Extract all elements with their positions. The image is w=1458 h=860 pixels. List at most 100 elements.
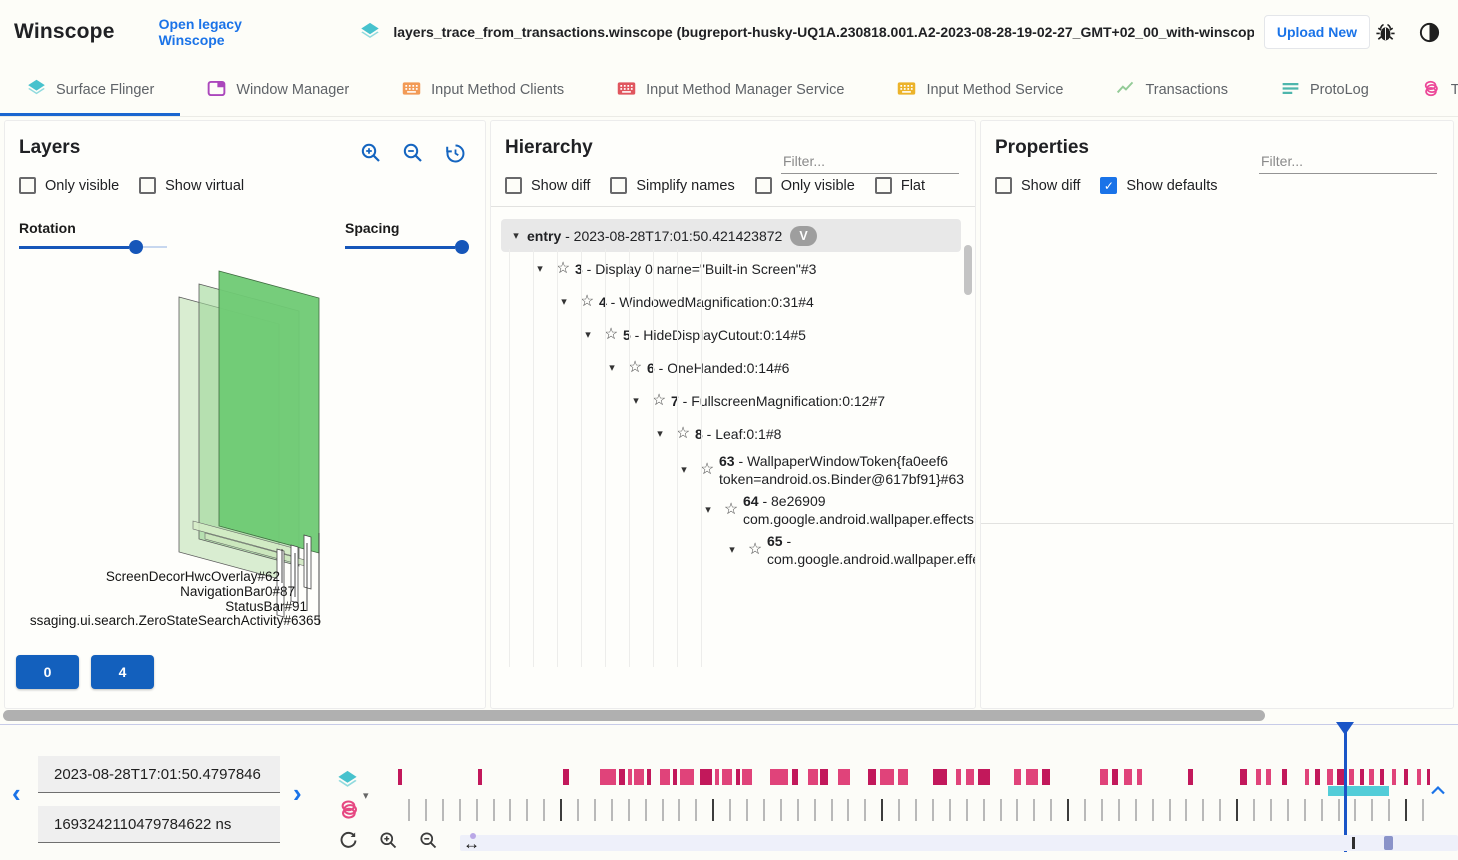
tab-input-method-manager-service[interactable]: Input Method Manager Service (590, 64, 870, 116)
trace-event-marker[interactable] (563, 769, 569, 785)
tree-node-6[interactable]: ▾ ☆ 6 - OneHanded:0:14#6 (501, 351, 961, 384)
pin-star-icon[interactable]: ☆ (723, 501, 739, 518)
checkbox-unchecked-icon[interactable] (505, 177, 522, 194)
trace-tick-marker[interactable] (813, 799, 816, 821)
trace-tick-marker[interactable] (424, 799, 427, 821)
checkbox-unchecked-icon[interactable] (19, 177, 36, 194)
trace-event-marker[interactable] (647, 769, 651, 785)
trace-tick-marker[interactable] (1337, 799, 1340, 821)
expand-caret-icon[interactable]: ▾ (681, 464, 687, 476)
trace-tick-marker[interactable] (948, 799, 951, 821)
trace-tick-marker[interactable] (560, 799, 563, 821)
checkbox-unchecked-icon[interactable] (995, 177, 1012, 194)
checkbox-unchecked-icon[interactable] (610, 177, 628, 194)
trace-event-marker[interactable] (956, 769, 961, 785)
trace-event-marker[interactable] (1240, 769, 1247, 785)
checkbox-show-diff[interactable]: Show diff (995, 177, 1080, 194)
trace-tick-marker[interactable] (898, 799, 901, 821)
refresh-icon[interactable] (338, 830, 359, 856)
trace-tick-marker[interactable] (965, 799, 968, 821)
previous-entry-button[interactable]: ‹ (12, 778, 21, 808)
expand-caret-icon[interactable]: ▾ (657, 427, 663, 440)
trace-event-marker[interactable] (680, 769, 694, 785)
checkbox-show-diff[interactable]: Show diff (505, 177, 590, 194)
checkbox-show-defaults[interactable]: ✓ Show defaults (1100, 177, 1217, 194)
trace-event-marker[interactable] (1315, 769, 1320, 785)
trace-tick-marker[interactable] (1388, 799, 1391, 821)
trace-tick-marker[interactable] (1286, 799, 1289, 821)
trace-event-marker[interactable] (1305, 769, 1309, 785)
trace-tick-marker[interactable] (1422, 799, 1424, 821)
pin-star-icon[interactable]: ☆ (603, 325, 619, 343)
tab-input-method-clients[interactable]: Input Method Clients (375, 64, 590, 116)
trace-event-marker[interactable] (1042, 769, 1050, 785)
trace-tick-marker[interactable] (712, 799, 715, 821)
trace-tick-marker[interactable] (661, 799, 664, 821)
timeline-zoom-in-icon[interactable] (378, 830, 399, 856)
timestamp-input[interactable] (38, 756, 280, 793)
trace-tick-marker[interactable] (1354, 799, 1357, 821)
trace-event-marker[interactable] (1404, 769, 1408, 785)
trace-event-marker[interactable] (673, 769, 677, 785)
tab-transactions[interactable]: Transactions (1089, 64, 1253, 116)
tree-node-5[interactable]: ▾ ☆ 5 - HideDisplayCutout:0:14#5 (501, 318, 961, 351)
trace-event-marker[interactable] (742, 769, 752, 785)
checkbox-unchecked-icon[interactable] (754, 177, 772, 194)
trace-event-marker[interactable] (966, 769, 974, 785)
layer-id-button-4[interactable]: 4 (91, 655, 154, 689)
trace-tick-marker[interactable] (881, 799, 884, 821)
trace-event-marker[interactable] (880, 769, 894, 785)
trace-tick-marker[interactable] (1185, 799, 1188, 821)
trace-tick-marker[interactable] (1219, 799, 1222, 821)
trace-tick-marker[interactable] (627, 799, 630, 821)
trace-tick-marker[interactable] (1320, 799, 1323, 821)
trace-event-marker[interactable] (628, 769, 632, 785)
trace-event-marker[interactable] (933, 769, 947, 785)
trace-event-marker[interactable] (398, 769, 402, 785)
expand-caret-icon[interactable]: ▾ (513, 229, 519, 242)
tree-node-65[interactable]: ▾ ☆65 - com.google.android.wallpaper.effe… (501, 530, 975, 570)
trace-tick-marker[interactable] (1084, 799, 1086, 821)
spacing-slider[interactable] (345, 240, 469, 254)
tree-node-7[interactable]: ▾ ☆ 7 - FullscreenMagnification:0:12#7 (501, 384, 961, 417)
tree-node-63[interactable]: ▾ ☆ 63 - WallpaperWindowToken{fa0eef6 toke… (501, 450, 964, 490)
open-legacy-winscope-link[interactable]: Open legacy Winscope (158, 16, 242, 48)
trace-tick-marker[interactable] (830, 799, 833, 821)
timeline-cursor-line[interactable] (1344, 724, 1347, 852)
trace-event-marker[interactable] (1282, 769, 1287, 785)
trace-tick-marker[interactable] (847, 799, 850, 821)
expand-caret-icon[interactable]: ▾ (729, 544, 735, 556)
trace-tick-marker[interactable] (982, 799, 985, 821)
pin-star-icon[interactable]: ☆ (579, 292, 595, 310)
trace-tick-marker[interactable] (1134, 799, 1137, 821)
checkbox-checked-icon[interactable]: ✓ (1100, 177, 1118, 194)
trace-event-marker[interactable] (478, 769, 482, 785)
trace-tick-marker[interactable] (1202, 799, 1205, 821)
trace-tick-marker[interactable] (678, 799, 681, 821)
trace-event-marker[interactable] (770, 769, 788, 785)
pin-star-icon[interactable]: ☆ (651, 391, 667, 409)
trace-event-marker[interactable] (1100, 769, 1108, 785)
slider-handle-dot[interactable] (470, 833, 476, 839)
trace-event-marker[interactable] (1369, 769, 1374, 785)
trace-event-marker[interactable] (1112, 769, 1118, 785)
trace-tick-marker[interactable] (577, 799, 579, 821)
trace-event-marker[interactable] (715, 769, 719, 785)
trace-tick-marker[interactable] (1168, 799, 1171, 821)
pin-star-icon[interactable]: ☆ (747, 541, 763, 558)
trace-tick-marker[interactable] (1100, 799, 1103, 821)
main-horizontal-scrollbar-thumb[interactable] (3, 710, 1265, 721)
trace-tick-marker[interactable] (1303, 799, 1306, 821)
trace-event-marker[interactable] (619, 769, 625, 785)
trace-tick-marker[interactable] (1151, 799, 1154, 821)
checkbox-unchecked-icon[interactable] (139, 177, 157, 194)
layer-id-button-0[interactable]: 0 (16, 655, 79, 689)
trace-event-marker[interactable] (1014, 769, 1021, 785)
trace-tick-marker[interactable] (695, 799, 698, 821)
tree-node-64[interactable]: ▾ ☆ 64 - 8e26909 com.google.android.wallpa… (501, 490, 975, 530)
expand-caret-icon[interactable]: ▾ (585, 328, 591, 341)
transitions-trace-icon[interactable] (337, 797, 362, 827)
properties-filter-input[interactable] (1259, 149, 1437, 174)
tree-node-8[interactable]: ▾ ☆ 8 - Leaf:0:1#8 (501, 417, 961, 450)
expand-caret-icon[interactable]: ▾ (537, 262, 543, 275)
